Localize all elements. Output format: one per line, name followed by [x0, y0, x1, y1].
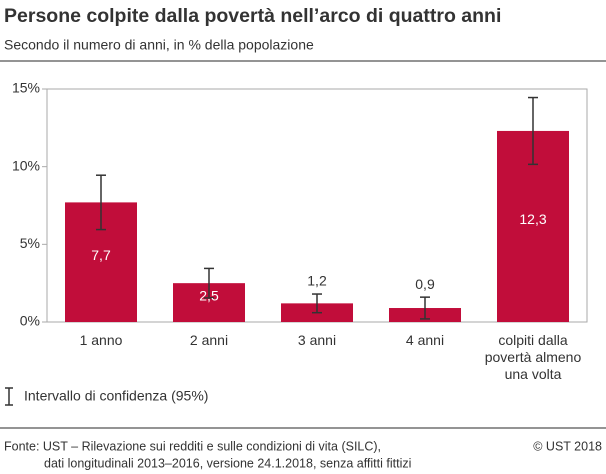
- source-line: Fonte: UST – Rilevazione sui redditi e s…: [4, 439, 381, 453]
- x-tick-label: 1 anno: [79, 332, 123, 348]
- value-label: 12,3: [519, 211, 546, 227]
- error-bar: [96, 174, 106, 231]
- y-tick-label: 10%: [12, 157, 40, 173]
- y-tick-label: 15%: [12, 80, 40, 96]
- x-tick-label: colpiti dalla povertà almeno una volta: [484, 332, 582, 382]
- copyright: © UST 2018: [533, 439, 602, 453]
- error-bar: [420, 296, 430, 320]
- error-bar: [312, 293, 322, 314]
- error-bar: [204, 267, 214, 299]
- x-tick-label: 4 anni: [405, 332, 445, 348]
- chart-title: Persone colpite dalla povertà nell’arco …: [4, 5, 501, 27]
- legend-label: Intervallo di confidenza (95%): [24, 388, 208, 404]
- y-tick-label: 5%: [20, 235, 40, 251]
- value-label: 0,9: [415, 276, 435, 292]
- y-tick-label: 0%: [20, 313, 40, 329]
- value-label: 2,5: [199, 287, 219, 303]
- chart-subtitle: Secondo il numero di anni, in % della po…: [4, 37, 314, 53]
- x-tick-label: 3 anni: [297, 332, 337, 348]
- value-label: 7,7: [91, 247, 111, 263]
- legend-icon: [5, 387, 13, 406]
- x-tick-label: 2 anni: [189, 332, 229, 348]
- error-bar: [528, 96, 538, 166]
- value-label: 1,2: [307, 273, 327, 289]
- source-line: dati longitudinali 2013–2016, versione 2…: [44, 456, 411, 470]
